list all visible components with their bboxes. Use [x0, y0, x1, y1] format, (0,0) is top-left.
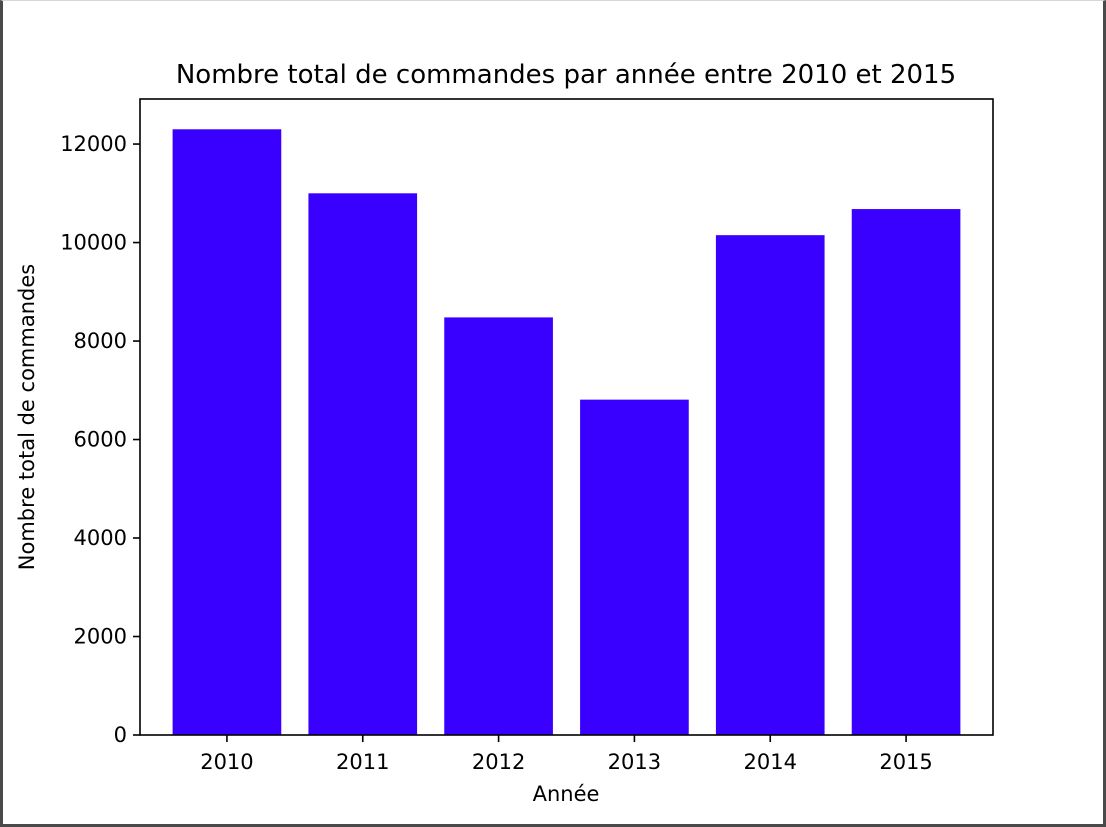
y-axis-label: Nombre total de commandes — [15, 264, 39, 570]
y-axis: 0 2000 4000 6000 8000 10000 12000 — [60, 132, 140, 747]
y-tick-label: 12000 — [60, 132, 127, 156]
bar-2012 — [444, 317, 553, 735]
x-tick-label-2014: 2014 — [744, 750, 797, 774]
x-tick-label-2015: 2015 — [879, 750, 932, 774]
x-axis: 2010 2011 2012 2013 2014 2015 — [200, 735, 933, 774]
y-tick-label: 8000 — [74, 329, 127, 353]
x-tick-label-2013: 2013 — [608, 750, 661, 774]
y-tick-label: 6000 — [74, 428, 127, 452]
chart-title: Nombre total de commandes par année entr… — [176, 60, 956, 90]
bars-group — [172, 129, 961, 736]
bar-2015 — [851, 209, 961, 735]
bar-2010 — [172, 129, 282, 736]
bar-2014 — [715, 235, 825, 735]
x-axis-label: Année — [533, 782, 600, 806]
bar-2011 — [308, 193, 418, 735]
y-tick-label: 4000 — [74, 526, 127, 550]
y-tick-label: 0 — [114, 723, 127, 747]
plot-area — [139, 98, 994, 736]
x-tick-label-2012: 2012 — [472, 750, 525, 774]
x-tick-label-2010: 2010 — [200, 750, 253, 774]
x-tick-label-2011: 2011 — [336, 750, 389, 774]
y-tick-label: 2000 — [74, 625, 127, 649]
y-tick-label: 10000 — [60, 231, 127, 255]
bar-2013 — [580, 399, 689, 735]
